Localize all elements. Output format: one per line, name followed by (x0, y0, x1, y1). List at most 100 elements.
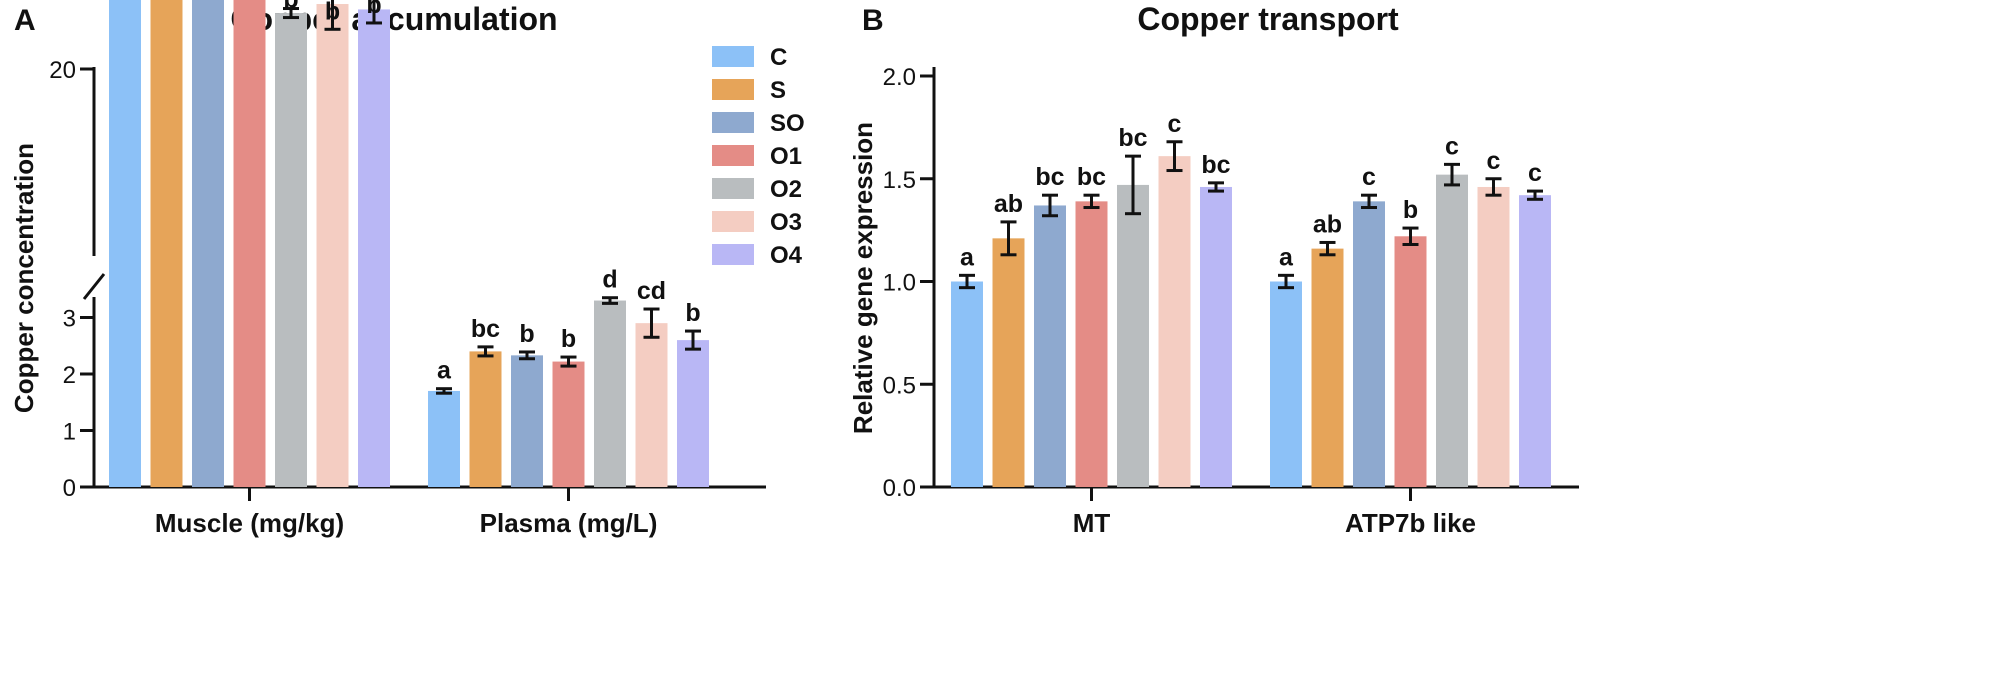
error-bar-b-o4-1 (1208, 181, 1224, 193)
bar-b-o1-1 (1075, 201, 1108, 488)
y-tick-label: 0.0 (883, 475, 916, 502)
error-bar-b-o2-1 (1125, 154, 1141, 216)
significance-letter: ab (1313, 210, 1342, 238)
bar-b-s-1 (992, 238, 1025, 487)
error-bar-b-o4-2 (1527, 189, 1543, 201)
significance-letter: c (1168, 110, 1182, 138)
bar-a-o4-1 (358, 9, 390, 488)
significance-letter: ab (994, 190, 1023, 218)
significance-letter: a (437, 357, 452, 385)
legend-swatch-s (712, 79, 754, 100)
y-tick-label: 0 (63, 475, 76, 502)
bar-a-so-1 (192, 0, 224, 488)
legend-label-c: C (770, 44, 787, 71)
bar-a-o1-2 (552, 361, 585, 487)
significance-letter: b (325, 0, 340, 25)
error-bar-b-c-2 (1278, 273, 1294, 290)
error-bar-b-c-1 (959, 273, 975, 290)
y-tick-label: 2.0 (883, 64, 916, 91)
y-tick-label: 3 (63, 306, 76, 333)
error-bar-b-o3-1 (1166, 140, 1183, 173)
error-bar-b-so-2 (1361, 193, 1377, 210)
significance-letter: c (1487, 147, 1501, 175)
significance-letter: b (519, 320, 534, 348)
error-bar-a-c-2 (436, 387, 452, 395)
bar-a-o2-1 (275, 13, 307, 487)
bar-a-c-2 (428, 390, 460, 487)
bar-b-o1-2 (1394, 236, 1427, 487)
error-bar-a-o3-1 (324, 0, 341, 31)
significance-letter: c (1445, 132, 1459, 160)
y-tick-label: 1.5 (883, 167, 916, 194)
error-bar-b-s-1 (1000, 220, 1017, 257)
error-bar-a-o1-2 (560, 355, 577, 368)
error-bar-b-o3-2 (1485, 177, 1502, 197)
legend-swatch-c (712, 46, 754, 67)
bar-b-o3-1 (1158, 156, 1191, 487)
significance-letter: d (602, 266, 617, 294)
legend-label-o4: O4 (770, 242, 803, 269)
bar-a-o2-2 (594, 300, 626, 487)
bar-b-so-2 (1353, 201, 1385, 488)
y-tick-label: 0.5 (883, 372, 916, 399)
y-tick-label: 20 (49, 57, 76, 84)
bar-a-c-1 (109, 0, 141, 488)
significance-letter: bc (471, 315, 500, 343)
axis-break-mark (82, 273, 106, 300)
significance-letter: b (1403, 196, 1418, 224)
y-axis-title: Relative gene expression (848, 122, 878, 434)
legend-label-o3: O3 (770, 209, 802, 236)
legend-label-o1: O1 (770, 143, 802, 170)
significance-letter: b (685, 299, 700, 327)
bar-b-o4-2 (1519, 195, 1551, 487)
significance-letter: a (960, 243, 975, 271)
error-bar-a-o4-2 (685, 329, 701, 351)
significance-letter: bc (1118, 124, 1147, 152)
panel-title-2: Copper transport (1137, 1, 1399, 37)
error-bar-b-o1-1 (1083, 193, 1100, 210)
legend-label-o2: O2 (770, 176, 802, 203)
error-bar-a-s-2 (477, 345, 494, 358)
error-bar-a-o2-2 (602, 296, 618, 305)
legend-swatch-o4 (712, 244, 754, 265)
bar-b-s-2 (1311, 248, 1344, 487)
bar-b-so-1 (1034, 205, 1066, 487)
bar-b-o2-1 (1117, 184, 1149, 488)
bar-b-o2-2 (1436, 174, 1468, 487)
legend-label-so: SO (770, 110, 805, 137)
y-tick-label: 2 (63, 362, 76, 389)
bar-a-o1-1 (233, 0, 266, 487)
bar-b-o3-2 (1477, 186, 1510, 487)
panel-letter-b: B (862, 4, 884, 37)
bar-a-o4-2 (677, 340, 709, 487)
significance-letter: c (1362, 163, 1376, 191)
bar-a-o3-2 (635, 323, 668, 487)
panel-letter-a: A (14, 4, 36, 37)
y-tick-label: 1.0 (883, 270, 916, 297)
bar-a-s-1 (150, 0, 183, 487)
error-bar-a-o4-1 (366, 0, 382, 25)
error-bar-b-so-1 (1042, 193, 1058, 218)
bar-a-s-2 (469, 351, 502, 487)
bar-a-so-2 (511, 355, 543, 487)
error-bar-b-s-2 (1319, 240, 1336, 257)
error-bar-b-o2-2 (1444, 162, 1460, 187)
bar-b-c-2 (1270, 281, 1302, 487)
legend-swatch-o3 (712, 211, 754, 232)
bar-b-c-1 (951, 281, 983, 487)
significance-letter: b (283, 0, 298, 14)
legend-label-s: S (770, 77, 786, 104)
x-category-label: Muscle (mg/kg) (155, 508, 344, 538)
significance-letter: cd (637, 277, 666, 305)
significance-letter: b (561, 325, 576, 353)
y-axis-title: Copper concentration (9, 143, 39, 413)
significance-letter: c (1528, 159, 1542, 187)
legend-swatch-o2 (712, 178, 754, 199)
x-category-label: MT (1073, 508, 1111, 538)
significance-letter: a (1279, 243, 1294, 271)
significance-letter: bc (1077, 163, 1106, 191)
legend-swatch-o1 (712, 145, 754, 166)
significance-letter: b (366, 0, 381, 19)
bar-a-o3-1 (316, 4, 349, 488)
